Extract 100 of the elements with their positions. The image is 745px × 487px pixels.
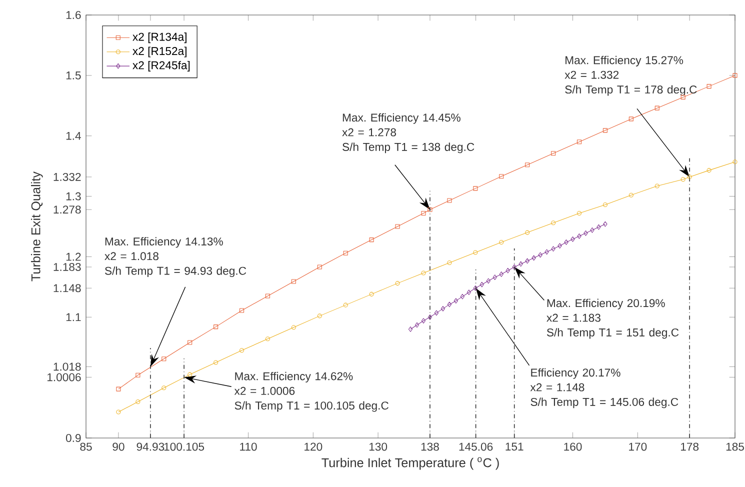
point xyxy=(570,236,575,242)
point xyxy=(706,84,712,89)
point xyxy=(558,243,562,249)
point xyxy=(628,192,634,198)
x-tick-label: 94.93 xyxy=(136,442,164,451)
point xyxy=(240,348,244,353)
point xyxy=(188,340,192,345)
point xyxy=(421,210,426,216)
point xyxy=(421,318,426,324)
point xyxy=(395,281,400,286)
point xyxy=(466,290,471,296)
point xyxy=(428,314,432,320)
y-tick-label: 1.278 xyxy=(54,206,81,214)
point xyxy=(577,234,582,239)
annotation: Max. Efficiency 20.19% x2 = 1.183 S/h Temp T1 = 151 deg.C xyxy=(546,298,679,339)
point xyxy=(214,324,218,330)
point xyxy=(136,372,140,378)
point xyxy=(162,386,166,390)
x-tick-label: 130 xyxy=(369,442,388,451)
point xyxy=(447,302,452,308)
point xyxy=(440,306,446,312)
point xyxy=(654,106,660,110)
y-tick-label: 1.4 xyxy=(66,132,81,140)
point xyxy=(428,207,432,212)
point xyxy=(486,278,490,284)
point xyxy=(421,270,426,276)
point xyxy=(687,174,692,180)
point xyxy=(317,264,322,270)
point xyxy=(596,224,601,230)
y-tick-label: 1.183 xyxy=(54,262,81,271)
point xyxy=(706,168,712,173)
y-tick-label: 1.018 xyxy=(54,362,81,371)
point xyxy=(564,240,568,245)
point xyxy=(506,268,510,274)
point xyxy=(214,360,218,365)
x-tick-label: 178 xyxy=(680,442,699,451)
x-tick-label: 145.06 xyxy=(459,442,493,451)
annotation: Max. Efficiency 14.45% x2 = 1.278 S/h Temp T1 = 138 deg.C xyxy=(342,113,474,154)
point xyxy=(265,336,270,342)
y-tick-label: 1.1 xyxy=(66,313,81,322)
point xyxy=(551,151,556,156)
point xyxy=(538,252,542,258)
x-tick-label: 170 xyxy=(629,442,647,451)
point xyxy=(576,210,582,216)
point xyxy=(473,285,478,291)
x-tick-label: 85 xyxy=(80,442,92,451)
x-tick-label: 110 xyxy=(240,442,257,451)
x-tick-label: 185 xyxy=(726,442,744,451)
y-tick-label: 1.3 xyxy=(66,192,81,200)
point xyxy=(473,250,478,255)
y-axis-title: Turbine Exit Quality xyxy=(31,172,43,282)
point xyxy=(162,356,166,362)
point xyxy=(454,298,458,304)
point xyxy=(447,198,452,203)
x-tick-label: 120 xyxy=(304,442,322,451)
point xyxy=(343,302,348,308)
point xyxy=(447,260,452,266)
x-tick-label: 138 xyxy=(421,442,439,451)
x-tick-label: 160 xyxy=(564,442,582,451)
point xyxy=(395,224,400,229)
point xyxy=(576,140,582,144)
point xyxy=(518,261,523,267)
point xyxy=(525,258,530,264)
annotation: Max. Efficiency 15.27% x2 = 1.332 S/h Temp T1 = 178 deg.C xyxy=(564,56,697,96)
point xyxy=(291,325,296,330)
y-tick-label: 1.332 xyxy=(54,172,81,181)
point xyxy=(551,246,556,252)
y-tick-label: 1.2 xyxy=(66,252,81,261)
point xyxy=(499,174,504,179)
point xyxy=(525,230,530,235)
x-tick-label: 151 xyxy=(506,442,524,451)
x-axis-title: Turbine Inlet Temperature ( $^{o}$C ) xyxy=(322,457,499,470)
point xyxy=(654,184,660,188)
point xyxy=(473,186,478,191)
y-tick-label: 1.6 xyxy=(66,11,81,20)
point xyxy=(680,177,686,182)
point xyxy=(590,227,594,233)
legend-label: x2 [R134a] xyxy=(132,32,186,44)
point xyxy=(544,249,549,255)
point xyxy=(369,292,374,296)
point xyxy=(492,274,497,280)
point xyxy=(265,294,270,298)
point xyxy=(369,238,374,242)
y-tick-label: 0.9 xyxy=(66,434,81,442)
y-tick-label: 1.5 xyxy=(66,71,81,80)
legend-label: x2 [R152a] xyxy=(132,46,186,58)
point xyxy=(136,399,140,404)
point xyxy=(291,279,296,284)
x-tick-label: 100.105 xyxy=(164,442,204,451)
point xyxy=(480,282,484,288)
point xyxy=(460,294,464,300)
point xyxy=(240,308,244,313)
point xyxy=(525,162,530,168)
point xyxy=(499,240,504,244)
point xyxy=(512,264,516,270)
point xyxy=(499,272,504,277)
point xyxy=(434,310,439,316)
y-tick-label: 1.0006 xyxy=(47,373,81,382)
point xyxy=(532,255,536,261)
point xyxy=(732,73,738,78)
